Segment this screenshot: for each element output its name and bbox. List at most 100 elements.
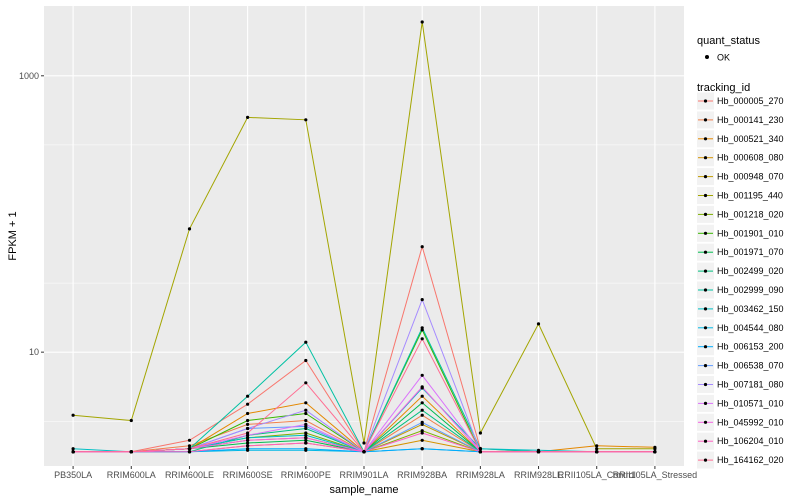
data-point-Hb_002999_090 <box>304 340 308 344</box>
data-point-Hb_001195_440 <box>536 322 541 326</box>
x-tick-label: RRIM928LE <box>514 470 563 480</box>
legend-label: Hb_001195_440 <box>717 191 783 201</box>
data-point-Hb_000005_270 <box>246 402 250 406</box>
data-point-Hb_000141_230 <box>304 418 308 423</box>
legend-label: Hb_004544_080 <box>717 323 784 333</box>
data-point-Hb_106204_010 <box>246 444 250 448</box>
legend-key-point <box>703 458 708 462</box>
legend-key-point <box>703 420 708 424</box>
legend-label: Hb_106204_010 <box>717 436 784 446</box>
quant-legend-ok-label: OK <box>717 53 730 63</box>
legend-key-point <box>703 156 708 160</box>
data-point-Hb_000005_270 <box>304 358 308 363</box>
y-tick-label: 10 <box>29 347 39 357</box>
legend-key-point <box>703 307 708 311</box>
data-point-Hb_164162_020 <box>653 450 657 454</box>
data-point-Hb_164162_020 <box>304 381 308 385</box>
x-tick-label: RRIM928BA <box>397 470 447 480</box>
quant-legend-ok-marker <box>705 55 709 59</box>
legend-label: Hb_002499_020 <box>717 266 784 276</box>
tracking-legend-items: Hb_000005_270 Hb_000141_230 Hb_000521_340 H… <box>697 92 784 469</box>
legend-key-point <box>703 250 708 254</box>
data-point-Hb_010571_010 <box>246 433 250 437</box>
data-point-Hb_000608_080 <box>420 438 424 442</box>
legend-label: Hb_045992_010 <box>717 417 784 427</box>
legend-key-point <box>703 193 708 198</box>
legend-key-point <box>703 269 708 273</box>
data-point-Hb_001195_440 <box>362 441 366 445</box>
x-tick-label: RRIM600SE <box>223 470 273 480</box>
y-tick-label: 1000 <box>19 71 39 81</box>
legend-label: Hb_010571_010 <box>717 398 784 408</box>
data-point-Hb_001971_070 <box>420 401 424 405</box>
data-point-Hb_000521_340 <box>595 444 599 448</box>
data-point-Hb_000141_230 <box>246 422 250 426</box>
legend-label: Hb_006538_070 <box>717 361 784 371</box>
data-point-Hb_045992_010 <box>420 385 424 389</box>
data-point-Hb_164162_020 <box>362 450 366 454</box>
legend-label: Hb_000521_340 <box>717 134 784 144</box>
legend-key-point <box>703 364 708 368</box>
data-point-Hb_000005_270 <box>420 245 424 249</box>
legend-key-point <box>703 212 708 216</box>
legend-key-point <box>703 439 708 443</box>
quant-legend-title: quant_status <box>697 35 760 47</box>
legend-label: Hb_000005_270 <box>717 96 784 106</box>
legend-key-point <box>703 345 708 349</box>
data-point-Hb_006153_200 <box>304 447 308 451</box>
data-point-Hb_001195_440 <box>420 20 424 24</box>
legend-key-point <box>703 231 708 235</box>
data-point-Hb_000521_340 <box>420 394 424 398</box>
data-point-Hb_001901_010 <box>246 418 250 423</box>
data-point-Hb_164162_020 <box>129 450 133 454</box>
data-point-Hb_002999_090 <box>246 394 250 398</box>
data-point-Hb_001195_440 <box>304 118 308 122</box>
data-point-Hb_000141_230 <box>420 413 424 417</box>
data-point-Hb_006538_070 <box>420 420 424 424</box>
legend-key-point <box>703 401 708 405</box>
x-tick-label: RRII105LA_Control <box>558 470 636 480</box>
data-point-Hb_001195_440 <box>595 447 599 451</box>
grid-major <box>44 6 684 466</box>
data-point-Hb_000521_340 <box>246 411 250 416</box>
data-point-Hb_000005_270 <box>187 438 192 442</box>
data-point-Hb_001218_020 <box>304 431 308 435</box>
data-point-Hb_164162_020 <box>536 450 541 454</box>
legend-label: Hb_001901_010 <box>717 228 784 238</box>
legend-label: Hb_001971_070 <box>717 247 784 257</box>
legend-label: Hb_003462_150 <box>717 304 784 314</box>
data-point-Hb_010571_010 <box>420 373 424 377</box>
data-point-Hb_003462_150 <box>246 436 250 440</box>
legend-label: Hb_000608_080 <box>717 153 784 163</box>
y-axis-ticks: 1000 10 <box>19 71 44 357</box>
data-point-Hb_106204_010 <box>187 450 192 454</box>
legend-key-point <box>703 382 708 387</box>
legend-key-point <box>703 137 708 141</box>
data-point-Hb_001195_440 <box>187 227 192 231</box>
data-point-Hb_001971_070 <box>304 438 308 442</box>
data-point-Hb_007181_080 <box>246 426 250 431</box>
data-point-Hb_045992_010 <box>304 436 308 440</box>
legend-label: Hb_002999_090 <box>717 285 784 295</box>
data-point-Hb_001218_020 <box>420 429 424 433</box>
legend-label: Hb_000141_230 <box>717 115 784 125</box>
legend-key-point <box>703 288 708 292</box>
data-point-Hb_001195_440 <box>478 431 482 435</box>
legend-label: Hb_001218_020 <box>717 209 784 219</box>
legend-key-point <box>703 99 708 103</box>
data-point-Hb_164162_020 <box>420 337 424 341</box>
data-point-Hb_001195_440 <box>246 115 250 119</box>
data-point-Hb_002499_020 <box>420 408 424 412</box>
legend-key-point <box>703 326 708 330</box>
data-point-Hb_000521_340 <box>304 401 308 405</box>
x-tick-label: RRIM600LA <box>107 470 156 480</box>
data-point-Hb_164162_020 <box>478 450 482 454</box>
x-tick-label: RRIM600PE <box>281 470 331 480</box>
x-tick-label: RRII105LA_Stressed <box>613 470 698 480</box>
data-point-Hb_006153_200 <box>246 447 250 451</box>
x-tick-label: RRIM928LA <box>456 470 505 480</box>
series-points <box>71 20 657 454</box>
data-point-Hb_003462_150 <box>71 447 75 451</box>
data-point-Hb_001971_070 <box>246 441 250 445</box>
